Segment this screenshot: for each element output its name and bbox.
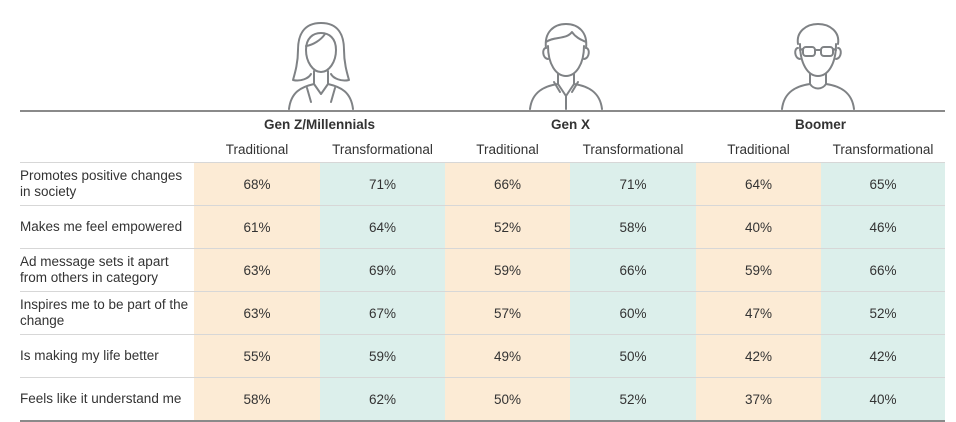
table-row: Promotes positive changes in society 68%… <box>20 162 945 206</box>
column-header-transformational: Transformational <box>832 142 934 157</box>
value-cell: 59% <box>696 248 821 292</box>
table-row: Is making my life better 55% 59% 49% 50%… <box>20 334 945 378</box>
generation-icons <box>0 0 956 112</box>
table-row: Feels like it understand me 58% 62% 50% … <box>20 377 945 422</box>
value-cell: 71% <box>320 162 445 206</box>
value-cell: 67% <box>320 291 445 335</box>
table-row: Makes me feel empowered 61% 64% 52% 58% … <box>20 205 945 249</box>
value-cell: 68% <box>194 162 320 206</box>
value-cell: 55% <box>194 334 320 378</box>
group-header-gen-x: Gen X <box>550 117 590 132</box>
row-label: Promotes positive changes in society <box>20 162 194 206</box>
value-cell: 59% <box>445 248 570 292</box>
row-label: Inspires me to be part of the change <box>20 291 194 335</box>
value-cell: 40% <box>696 205 821 249</box>
glasses-man-avatar-icon <box>770 18 866 110</box>
value-cell: 57% <box>445 291 570 335</box>
value-cell: 52% <box>445 205 570 249</box>
value-cell: 59% <box>320 334 445 378</box>
value-cell: 42% <box>821 334 945 378</box>
table-row: Inspires me to be part of the change 63%… <box>20 291 945 335</box>
value-cell: 66% <box>570 248 696 292</box>
value-cell: 63% <box>194 248 320 292</box>
column-header-traditional: Traditional <box>727 142 790 157</box>
row-label: Makes me feel empowered <box>20 205 194 249</box>
value-cell: 66% <box>821 248 945 292</box>
value-cell: 50% <box>570 334 696 378</box>
value-cell: 60% <box>570 291 696 335</box>
value-cell: 66% <box>445 162 570 206</box>
value-cell: 58% <box>570 205 696 249</box>
value-cell: 47% <box>696 291 821 335</box>
value-cell: 71% <box>570 162 696 206</box>
row-label: Ad message sets it apart from others in … <box>20 248 194 292</box>
value-cell: 42% <box>696 334 821 378</box>
column-header-transformational: Transformational <box>582 142 684 157</box>
group-header-gen-z-millennials: Gen Z/Millennials <box>263 117 376 132</box>
column-header-transformational: Transformational <box>332 142 433 157</box>
value-cell: 64% <box>320 205 445 249</box>
column-header-traditional: Traditional <box>476 142 539 157</box>
value-cell: 61% <box>194 205 320 249</box>
value-cell: 62% <box>320 377 445 422</box>
value-cell: 64% <box>696 162 821 206</box>
table-row: Ad message sets it apart from others in … <box>20 248 945 292</box>
value-cell: 46% <box>821 205 945 249</box>
column-header-traditional: Traditional <box>225 142 289 157</box>
man-avatar-icon <box>518 18 614 110</box>
row-label: Feels like it understand me <box>20 377 194 422</box>
row-label: Is making my life better <box>20 334 194 378</box>
group-header-boomer: Boomer <box>794 117 846 132</box>
survey-table: Promotes positive changes in society 68%… <box>20 162 945 422</box>
value-cell: 49% <box>445 334 570 378</box>
value-cell: 63% <box>194 291 320 335</box>
value-cell: 65% <box>821 162 945 206</box>
woman-avatar-icon <box>273 18 369 110</box>
value-cell: 40% <box>821 377 945 422</box>
header-rule <box>20 110 945 112</box>
value-cell: 37% <box>696 377 821 422</box>
value-cell: 58% <box>194 377 320 422</box>
value-cell: 50% <box>445 377 570 422</box>
value-cell: 52% <box>821 291 945 335</box>
value-cell: 52% <box>570 377 696 422</box>
value-cell: 69% <box>320 248 445 292</box>
